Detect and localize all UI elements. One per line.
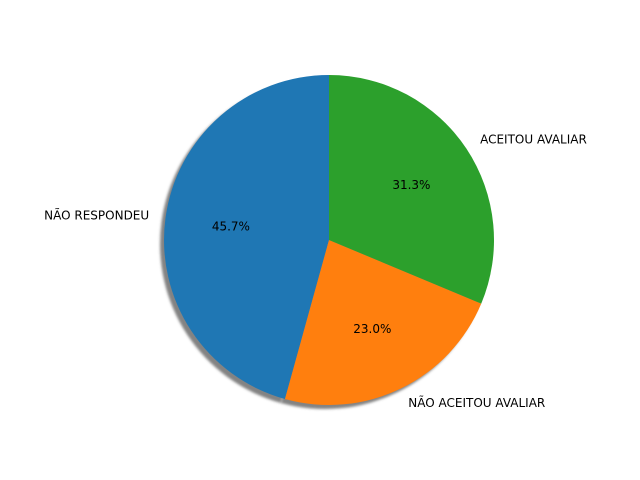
slice-percent-label: 23.0% — [353, 322, 391, 336]
pie-slice-2 — [329, 74, 494, 304]
pie-slice-1 — [284, 240, 482, 405]
pie-slices — [164, 74, 494, 405]
slice-label: NÃO RESPONDEU — [44, 208, 149, 223]
slice-label: ACEITOU AVALIAR — [480, 132, 587, 146]
slice-percent-label: 45.7% — [212, 220, 250, 234]
pie-labels: NÃO RESPONDEU 45.7% NÃO ACEITOU AVALIAR 23.… — [44, 132, 587, 410]
pie-slice-0 — [164, 75, 329, 400]
slice-percent-label: 31.3% — [392, 178, 430, 192]
slice-label: NÃO ACEITOU AVALIAR — [408, 395, 545, 410]
